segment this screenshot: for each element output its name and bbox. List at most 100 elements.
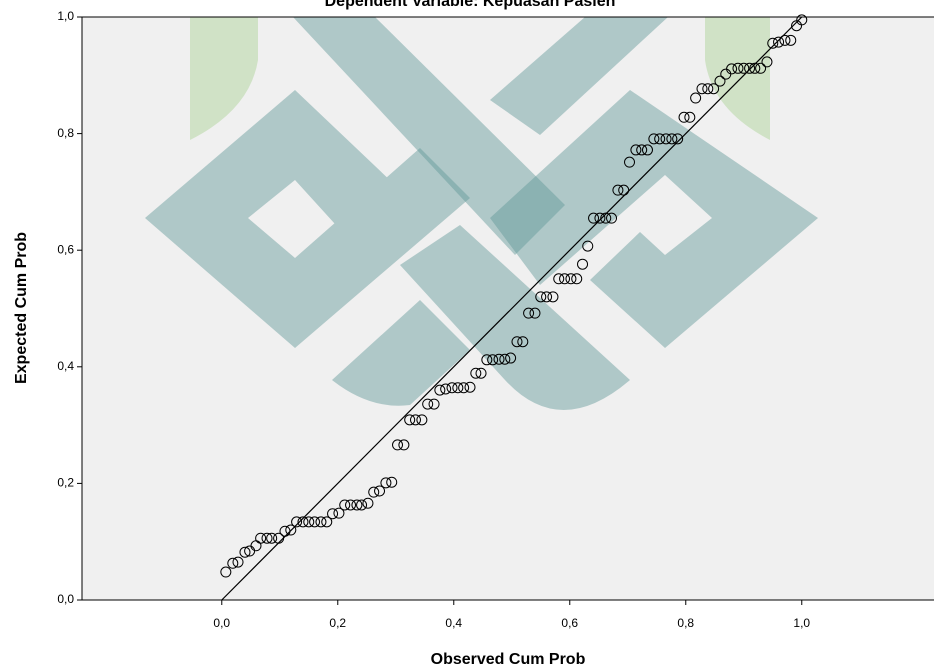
- y-tick-label: 0,4: [57, 359, 74, 373]
- point: [297, 516, 309, 528]
- point: [374, 485, 386, 497]
- point: [690, 92, 702, 104]
- point: [232, 556, 244, 568]
- point: [571, 273, 583, 285]
- point: [428, 398, 440, 410]
- point: [404, 414, 416, 426]
- x-tick-label: 0,2: [329, 616, 346, 630]
- point: [452, 382, 464, 394]
- point: [285, 524, 297, 536]
- point: [684, 111, 696, 123]
- point: [761, 56, 773, 68]
- point: [553, 273, 565, 285]
- point: [333, 507, 345, 519]
- point: [636, 144, 648, 156]
- point: [767, 37, 779, 49]
- point: [321, 516, 333, 528]
- point: [541, 291, 553, 303]
- point: [523, 307, 535, 319]
- point: [380, 477, 392, 489]
- point: [440, 383, 452, 395]
- point: [315, 516, 327, 528]
- point: [362, 497, 374, 509]
- point: [773, 36, 785, 48]
- point: [732, 62, 744, 74]
- point: [464, 381, 476, 393]
- point: [726, 63, 738, 75]
- point: [654, 133, 666, 145]
- point: [499, 353, 511, 365]
- point: [672, 133, 684, 145]
- point: [529, 307, 541, 319]
- point: [559, 273, 571, 285]
- y-tick-label: 1,0: [57, 9, 74, 23]
- point: [738, 62, 750, 74]
- marks: [220, 14, 808, 601]
- point: [327, 508, 339, 520]
- watermark-leaf: [190, 17, 258, 140]
- point: [796, 14, 808, 26]
- plot-background: [82, 17, 934, 600]
- point: [392, 439, 404, 451]
- point: [409, 414, 421, 426]
- point: [708, 83, 720, 95]
- point: [511, 336, 523, 348]
- point: [220, 566, 232, 578]
- point: [588, 212, 600, 224]
- point: [309, 516, 321, 528]
- point: [487, 354, 499, 366]
- y-tick-label: 0,8: [57, 126, 74, 140]
- watermark-shape: [145, 90, 470, 348]
- point: [577, 258, 589, 270]
- point: [481, 354, 493, 366]
- y-tick-label: 0,0: [57, 592, 74, 606]
- point: [594, 212, 606, 224]
- point: [279, 525, 291, 537]
- point: [303, 516, 315, 528]
- point: [505, 352, 517, 364]
- point: [261, 532, 273, 544]
- y-tick-label: 0,2: [57, 476, 74, 490]
- point: [547, 291, 559, 303]
- point: [755, 62, 767, 74]
- x-tick-label: 0,4: [445, 616, 462, 630]
- point: [291, 516, 303, 528]
- x-axis-title: Observed Cum Prob: [431, 651, 586, 668]
- point: [227, 557, 239, 569]
- point: [458, 382, 470, 394]
- point: [273, 532, 285, 544]
- point: [630, 144, 642, 156]
- point: [648, 133, 660, 145]
- x-tick-label: 1,0: [793, 616, 810, 630]
- y-tick-label: 0,6: [57, 242, 74, 256]
- watermark-shape: [490, 90, 818, 348]
- watermark-leaf: [705, 17, 770, 140]
- watermark-shape: [490, 17, 668, 135]
- point: [600, 212, 612, 224]
- point: [660, 133, 672, 145]
- point: [434, 384, 446, 396]
- reference-line: [221, 16, 803, 601]
- x-tick-label: 0,6: [561, 616, 578, 630]
- point: [266, 532, 278, 544]
- point: [779, 34, 791, 46]
- y-axis-title: Expected Cum Prob: [13, 232, 30, 384]
- point: [422, 398, 434, 410]
- point: [714, 75, 726, 87]
- point: [255, 532, 267, 544]
- point: [517, 336, 529, 348]
- point: [749, 62, 761, 74]
- point: [612, 184, 624, 196]
- watermark-shape: [332, 300, 470, 406]
- point: [493, 353, 505, 365]
- point: [386, 476, 398, 488]
- point: [356, 499, 368, 511]
- point: [475, 367, 487, 379]
- point: [446, 382, 458, 394]
- point: [678, 111, 690, 123]
- point: [606, 212, 618, 224]
- point: [785, 34, 797, 46]
- x-tick-label: 0,0: [213, 616, 230, 630]
